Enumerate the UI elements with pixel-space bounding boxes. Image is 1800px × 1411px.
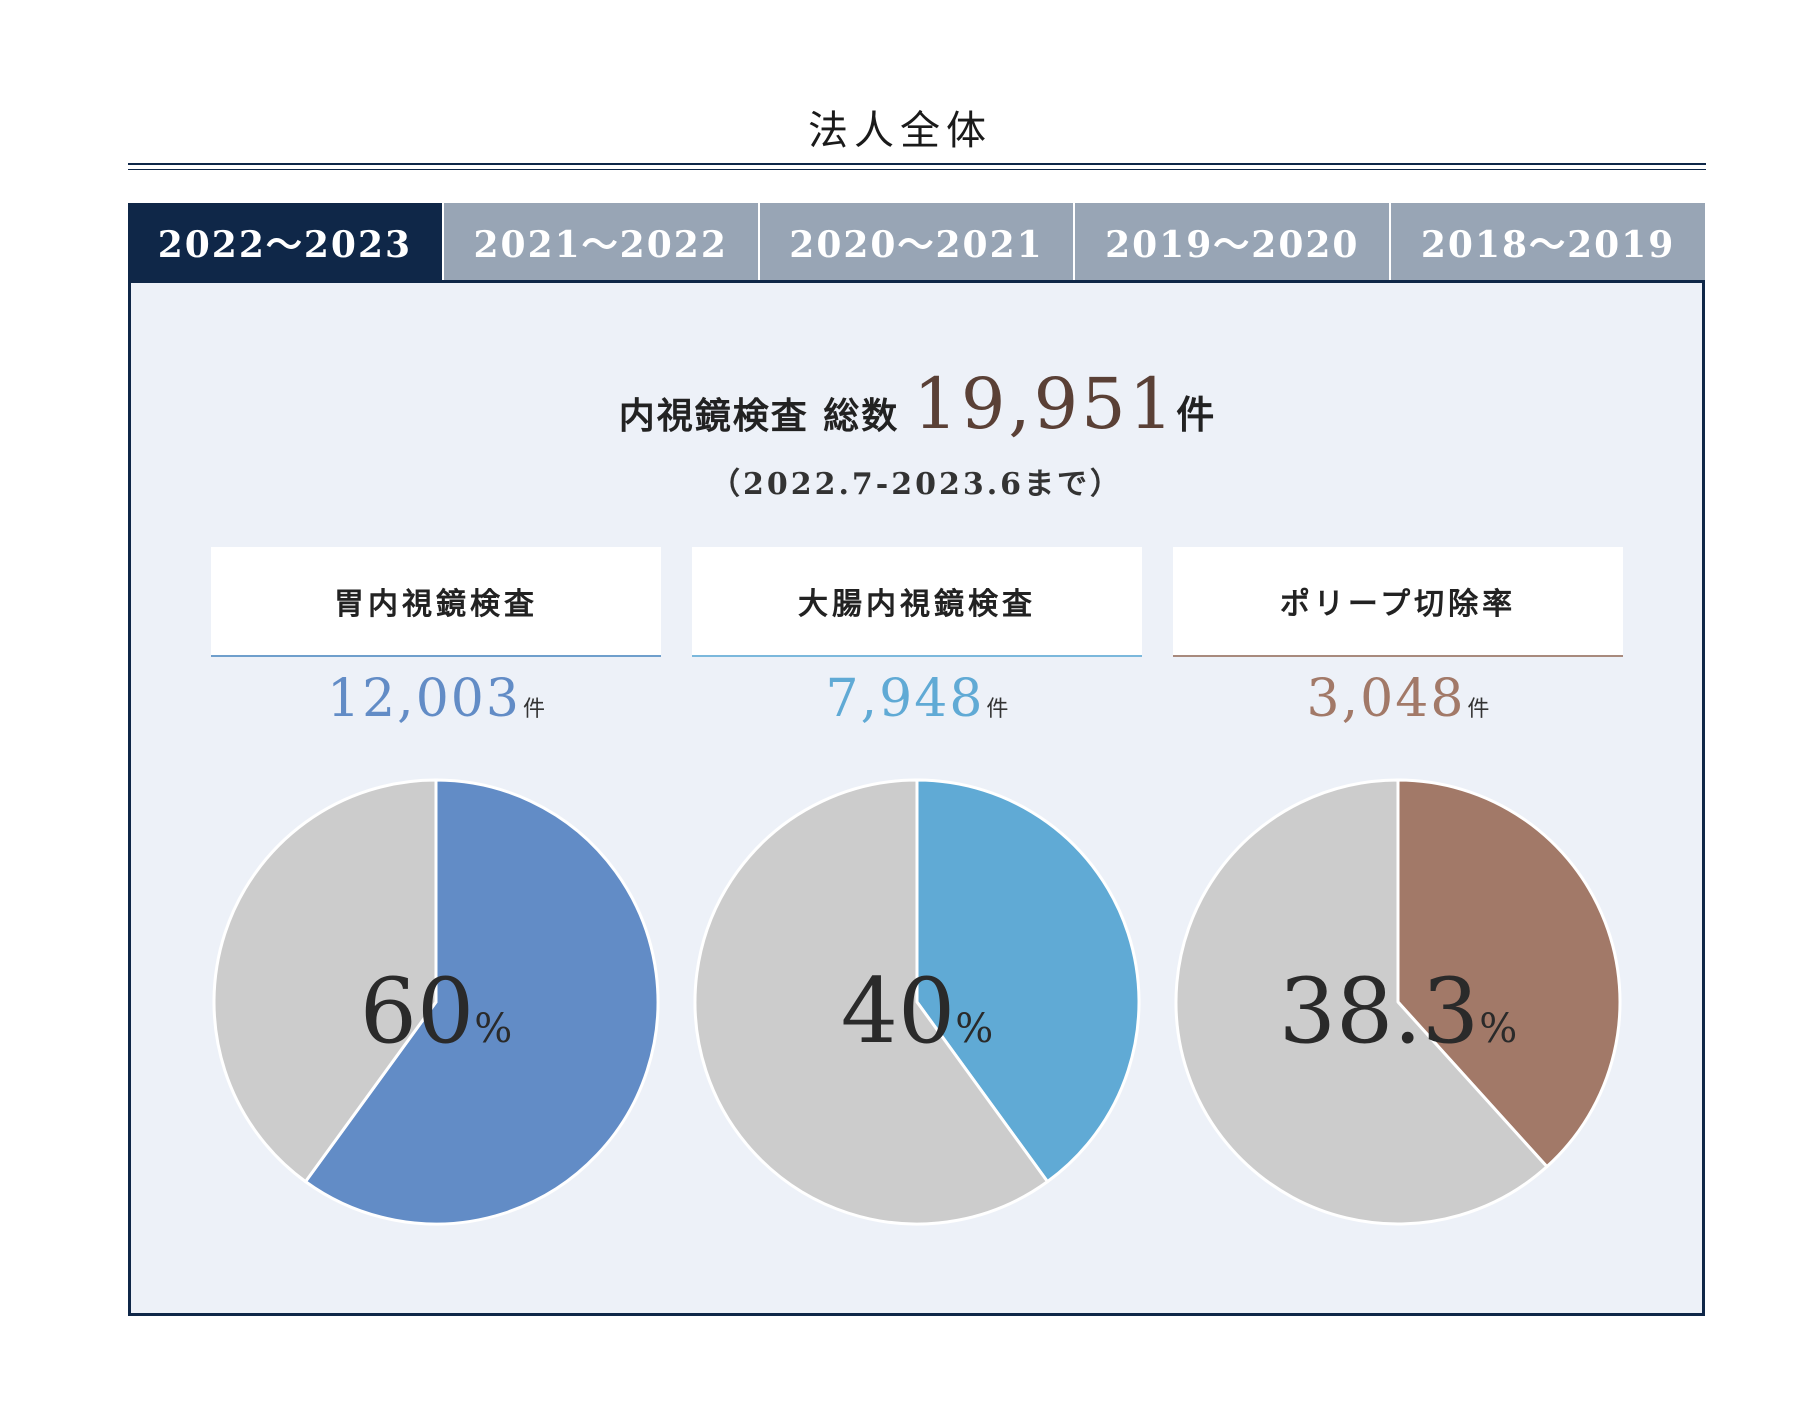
pie-slice-value: [915, 778, 1141, 1184]
count-number: 7,948: [825, 669, 985, 729]
card-count: 7,948件: [692, 669, 1142, 757]
pie-chart-colon: [692, 777, 1142, 1227]
heading-rule-top: [128, 163, 1706, 165]
stat-card-polyp: ポリープ切除率 3,048件 38.3%: [1173, 547, 1623, 1226]
heading-rule-bottom: [128, 169, 1706, 170]
count-unit: 件: [1467, 697, 1490, 722]
tab-2021-2022[interactable]: 2021～2022: [441, 203, 758, 280]
pie-slice-value: [1396, 778, 1622, 1169]
percent-label: 40%: [692, 959, 1142, 1064]
tab-2022-2023[interactable]: 2022～2023: [128, 203, 442, 280]
count-number: 3,048: [1306, 669, 1466, 729]
count-number: 12,003: [327, 669, 521, 729]
card-title: 大腸内視鏡検査: [692, 547, 1142, 657]
pie-chart-gastric: [211, 777, 661, 1227]
card-count: 12,003件: [211, 669, 661, 757]
percent-label: 60%: [211, 959, 661, 1064]
count-unit: 件: [986, 697, 1009, 722]
pie-chart-polyp: [1173, 777, 1623, 1227]
tab-2020-2021[interactable]: 2020～2021: [757, 203, 1074, 280]
percent-sign: %: [1479, 1006, 1518, 1052]
count-unit: 件: [522, 697, 545, 722]
year-tabs: 2022～2023 2021～2022 2020～2021 2019～2020 …: [128, 203, 1705, 280]
total-summary: 内視鏡検査 総数 19,951件: [131, 363, 1702, 445]
stats-panel: 内視鏡検査 総数 19,951件 （2022.7-2023.6まで） 胃内視鏡検査…: [128, 280, 1705, 1316]
total-count: 19,951: [913, 363, 1177, 445]
percent-value: 38.3: [1278, 959, 1480, 1064]
pie-slice-remainder: [1174, 778, 1549, 1226]
percent-sign: %: [474, 1006, 513, 1052]
percent-label: 38.3%: [1173, 959, 1623, 1064]
stat-card-gastric: 胃内視鏡検査 12,003件 60%: [211, 547, 661, 1226]
tab-2018-2019[interactable]: 2018～2019: [1389, 203, 1705, 280]
pie-svg: [212, 778, 660, 1226]
percent-value: 40: [840, 959, 956, 1064]
card-title: 胃内視鏡検査: [211, 547, 661, 657]
card-count: 3,048件: [1173, 669, 1623, 757]
pie-svg: [1174, 778, 1622, 1226]
period-label: （2022.7-2023.6まで）: [709, 467, 1124, 502]
stat-card-colon: 大腸内視鏡検査 7,948件 40%: [692, 547, 1142, 1226]
pie-slice-remainder: [212, 778, 438, 1184]
total-unit: 件: [1176, 392, 1215, 437]
pie-svg: [693, 778, 1141, 1226]
card-title: ポリープ切除率: [1173, 547, 1623, 657]
section-heading: 法人全体: [808, 108, 992, 154]
pie-slice-value: [304, 778, 660, 1226]
total-label: 内視鏡検査 総数: [618, 395, 900, 437]
tab-2019-2020[interactable]: 2019～2020: [1073, 203, 1390, 280]
percent-value: 60: [359, 959, 475, 1064]
pie-slice-remainder: [693, 778, 1049, 1226]
percent-sign: %: [955, 1006, 994, 1052]
